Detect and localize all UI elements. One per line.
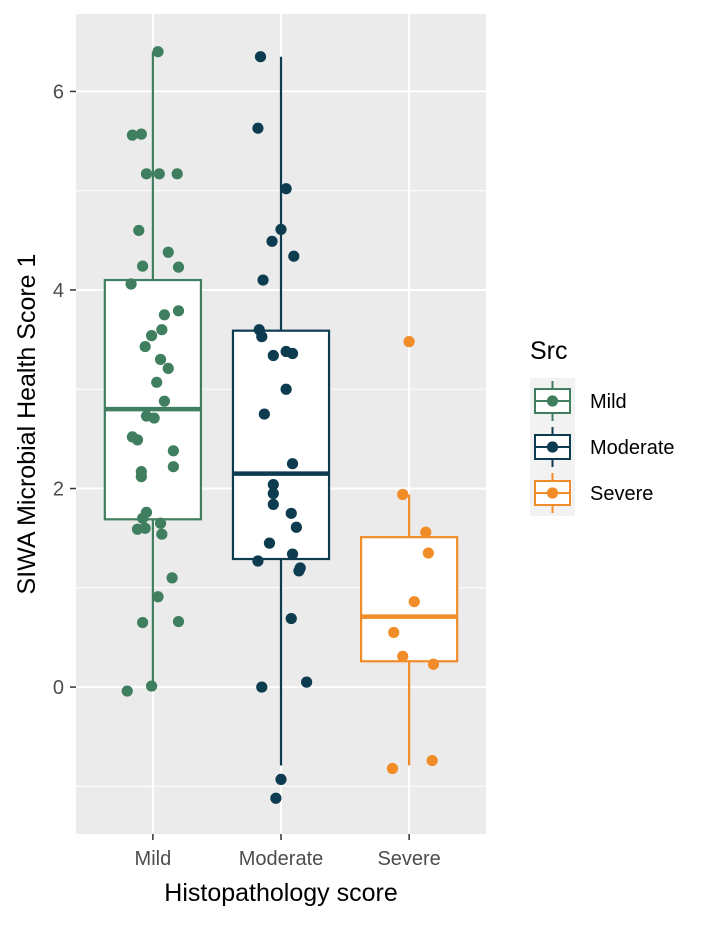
data-point [280, 183, 292, 195]
data-point [422, 547, 434, 559]
data-point [125, 278, 137, 290]
box-severe [359, 536, 459, 663]
data-point [162, 246, 174, 258]
data-point [257, 274, 269, 286]
data-point [426, 754, 438, 767]
data-point [280, 383, 292, 395]
boxes [103, 51, 459, 766]
y-axis: 0 2 4 6 [53, 81, 76, 699]
data-point [267, 487, 279, 500]
data-point [386, 762, 399, 775]
y-tick-label: 6 [53, 81, 64, 103]
data-point [126, 129, 138, 141]
x-tick-label: Moderate [239, 848, 324, 870]
data-point [408, 596, 420, 608]
data-point [388, 626, 400, 639]
x-tick-label: Severe [377, 848, 440, 870]
data-point [266, 235, 278, 247]
y-axis-title: SIWA Microbial Health Score 1 [13, 254, 41, 595]
legend-title: Src [530, 337, 568, 365]
data-point [172, 261, 185, 273]
legend: Src Mild Moderate Severe [530, 337, 675, 516]
legend-label-severe: Severe [590, 483, 653, 505]
box-mild [103, 278, 203, 521]
data-point [267, 349, 279, 362]
legend-label-mild: Mild [590, 391, 627, 413]
data-point [137, 616, 149, 629]
data-point [427, 658, 440, 670]
data-point [256, 331, 268, 343]
data-point [145, 330, 158, 342]
data-point [293, 565, 305, 577]
data-point [139, 522, 151, 534]
data-point [133, 224, 145, 237]
data-point [420, 526, 432, 538]
data-point [301, 676, 313, 688]
data-point [158, 395, 171, 407]
data-point [167, 445, 179, 457]
legend-key-point [546, 487, 559, 499]
data-point [397, 650, 409, 662]
data-point [152, 591, 164, 603]
data-point [152, 46, 164, 58]
data-point [254, 51, 267, 63]
data-point [275, 223, 287, 236]
data-point [290, 521, 302, 533]
data-point [252, 555, 264, 567]
legend-label-moderate: Moderate [590, 437, 675, 459]
data-point [171, 168, 183, 180]
x-axis-title: Histopathology score [164, 879, 397, 907]
data-point [267, 498, 279, 511]
legend-key-point [546, 441, 559, 453]
legend-key-point [546, 395, 559, 407]
box-moderate [231, 329, 331, 561]
data-point [285, 507, 297, 519]
data-point [140, 506, 153, 518]
data-point [156, 528, 168, 540]
data-point [145, 680, 158, 692]
data-point [148, 412, 160, 424]
points [121, 46, 440, 804]
data-point [139, 340, 151, 353]
data-point [286, 458, 299, 470]
data-point [162, 362, 174, 375]
data-point [166, 572, 178, 584]
data-point [286, 548, 299, 560]
data-point [258, 408, 270, 420]
data-point [154, 517, 167, 529]
data-point [288, 250, 300, 262]
x-axis: Mild Moderate Severe [135, 834, 441, 870]
data-point [275, 773, 287, 785]
data-point [126, 431, 138, 443]
data-point [285, 612, 297, 625]
data-point [286, 347, 299, 360]
data-point [151, 376, 163, 388]
data-point [172, 305, 185, 317]
data-point [267, 478, 279, 491]
data-point [256, 681, 268, 693]
x-tick-label: Mild [135, 848, 172, 870]
data-point [158, 309, 171, 321]
data-point [263, 537, 276, 549]
data-point [270, 792, 282, 804]
data-point [140, 168, 153, 180]
data-point [156, 324, 168, 336]
data-point [252, 122, 264, 134]
data-point [397, 488, 409, 501]
y-tick-label: 0 [53, 677, 64, 699]
data-point [403, 336, 415, 348]
data-point [153, 168, 165, 180]
data-point [135, 128, 147, 140]
data-point [154, 353, 167, 366]
data-point [172, 615, 185, 628]
data-point [167, 461, 179, 473]
data-point [121, 685, 133, 697]
data-point [135, 466, 147, 478]
y-tick-label: 2 [53, 479, 64, 501]
y-tick-label: 4 [53, 280, 64, 302]
data-point [137, 260, 149, 272]
